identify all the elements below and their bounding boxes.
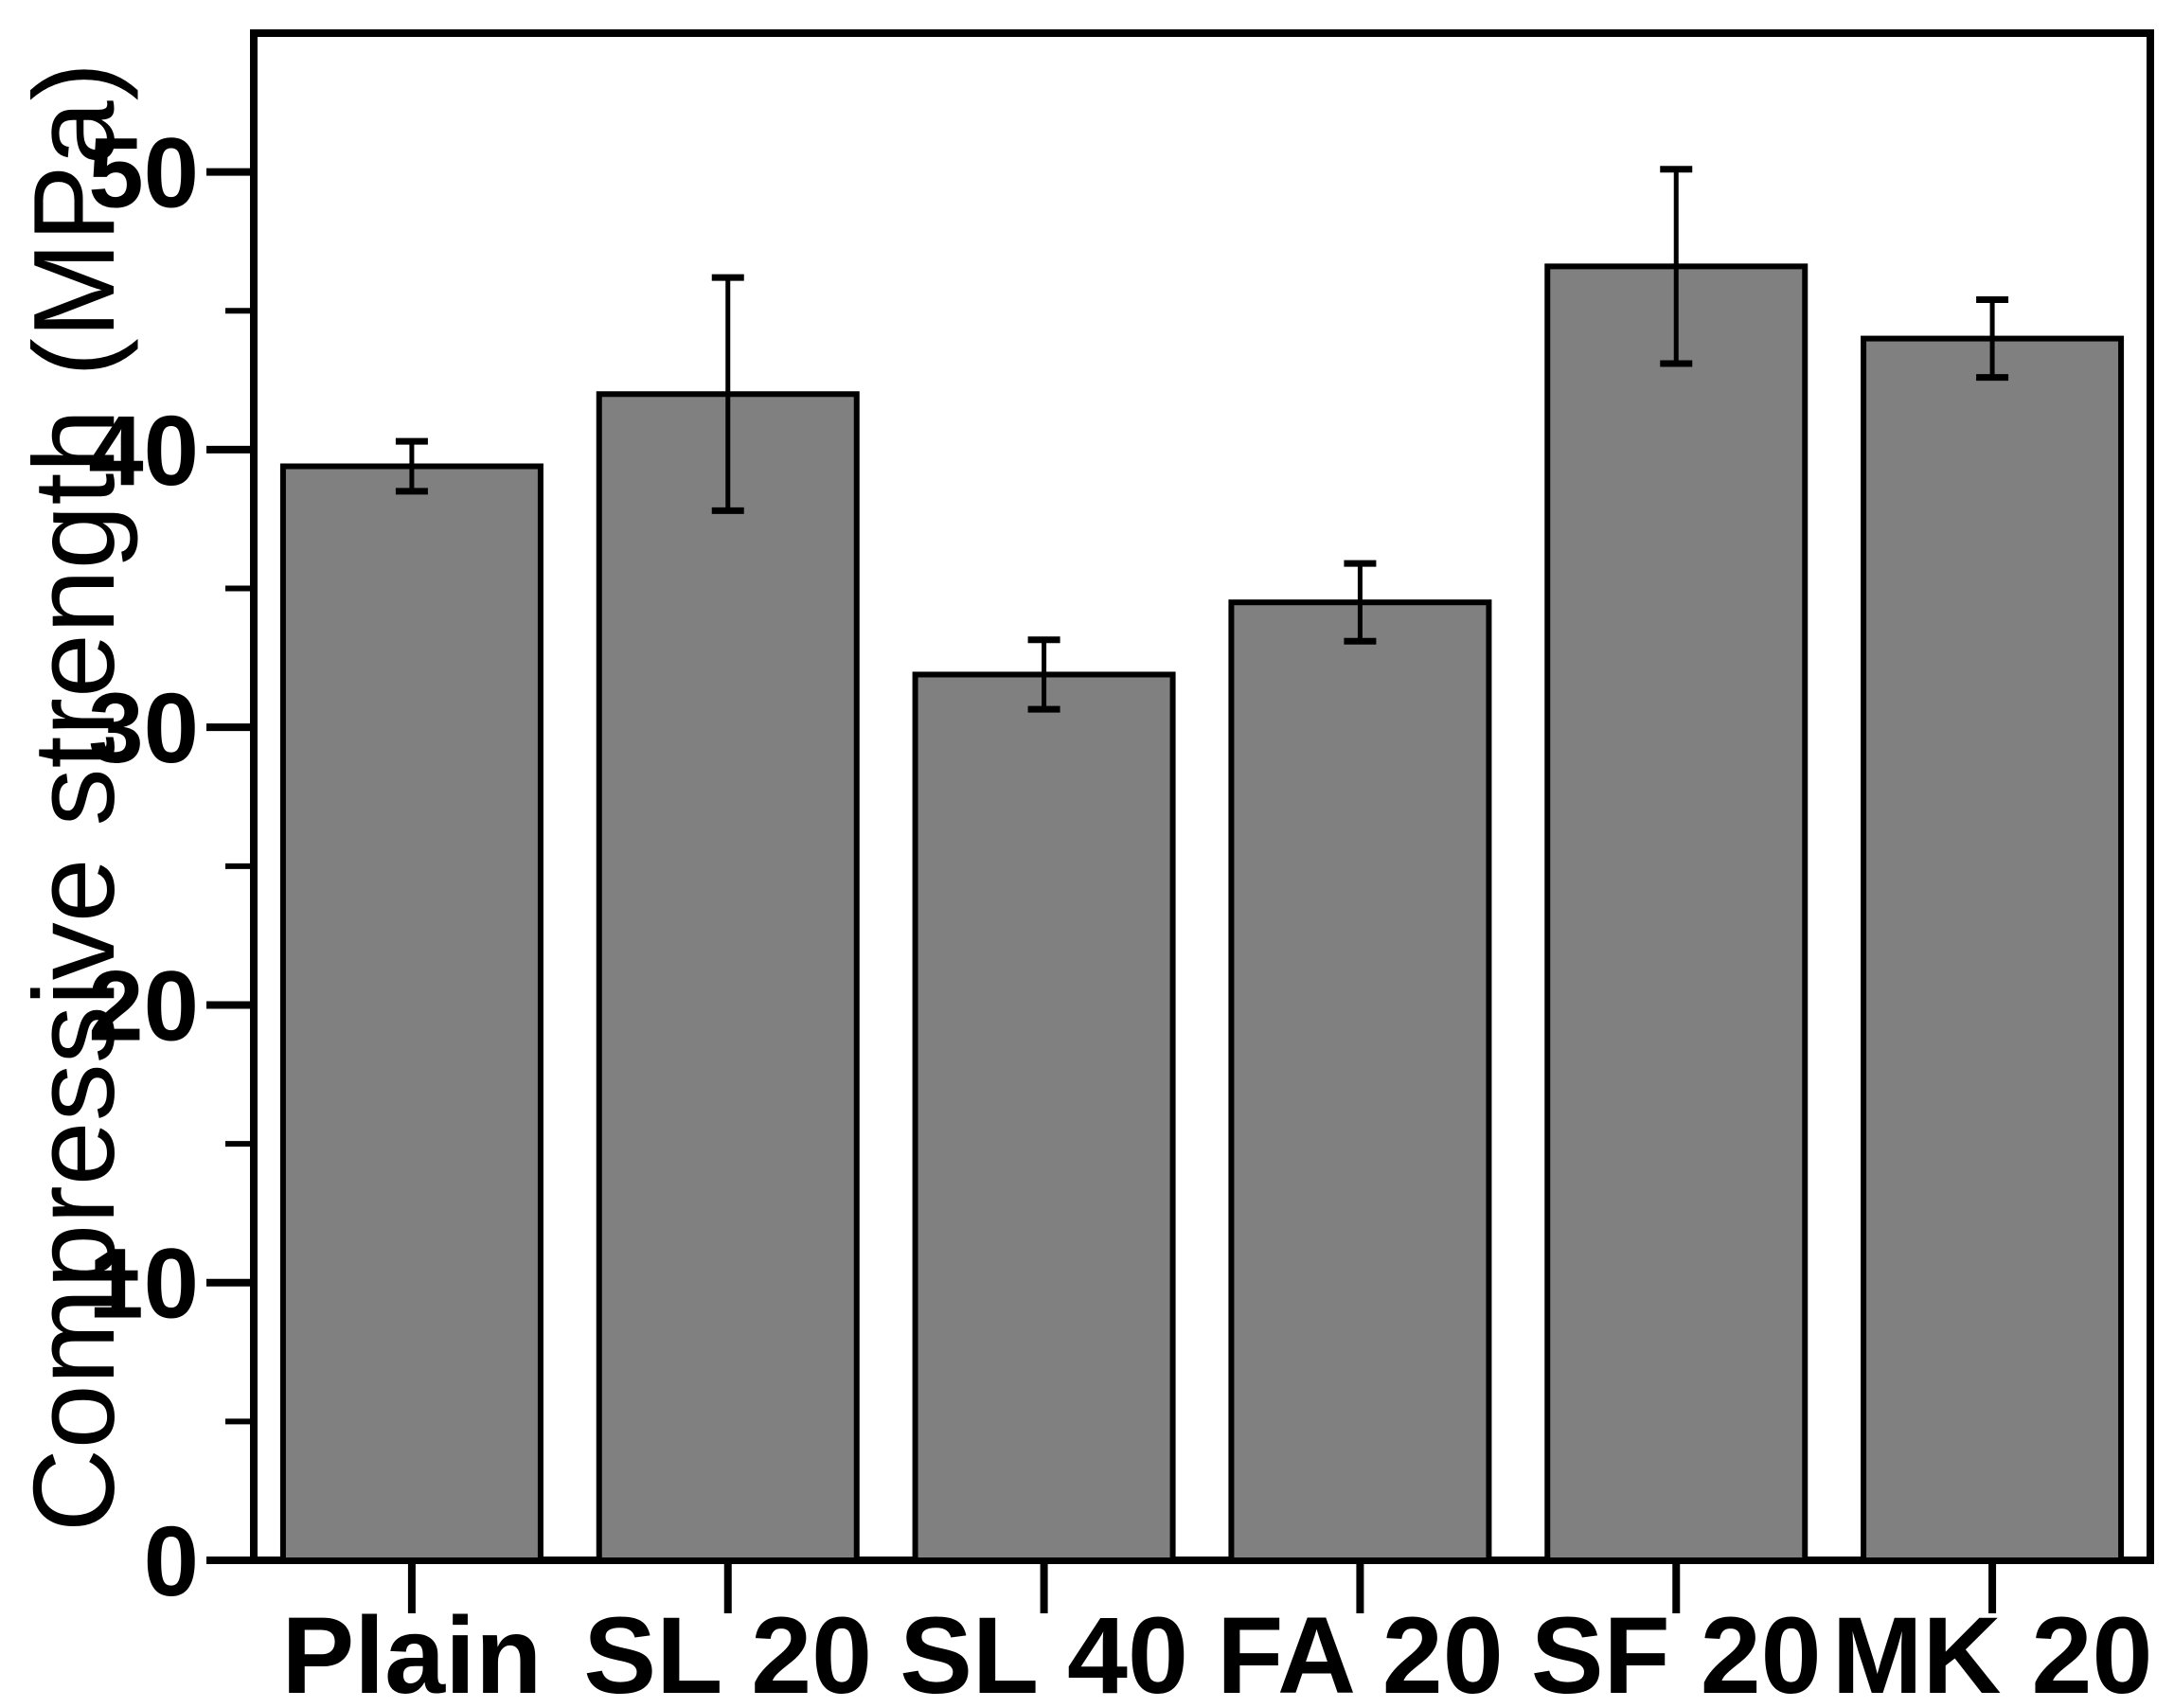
- plot-frame: [250, 29, 2154, 1564]
- bar-sf-20: [1544, 263, 1809, 1563]
- bar-sl-20: [596, 391, 860, 1564]
- y-tick-label: 50: [88, 118, 199, 229]
- category-label: FA 20: [1217, 1595, 1504, 1708]
- category-label: Plain: [282, 1595, 543, 1708]
- category-label: SL 40: [900, 1595, 1188, 1708]
- bar-mk-20: [1861, 335, 2125, 1564]
- bar-sl-40: [912, 671, 1176, 1563]
- y-tick-label: 20: [88, 951, 199, 1061]
- y-tick-label: 0: [144, 1506, 199, 1617]
- category-label: MK 20: [1832, 1595, 2153, 1708]
- category-label: SF 20: [1531, 1595, 1822, 1708]
- bar-fa-20: [1228, 599, 1492, 1563]
- y-tick-label: 10: [88, 1229, 199, 1340]
- y-tick-label: 30: [88, 673, 199, 784]
- bar-plain: [279, 463, 544, 1563]
- chart-generated-layer: 0 10 20 30 40 50 Plain SL 20 SL 40 FA 20 SF 20 MK 2…: [88, 29, 2154, 1708]
- y-axis-title: Compressive strength (MPa): [9, 62, 138, 1533]
- y-tick-label: 40: [88, 396, 199, 507]
- category-label: SL 20: [583, 1595, 872, 1708]
